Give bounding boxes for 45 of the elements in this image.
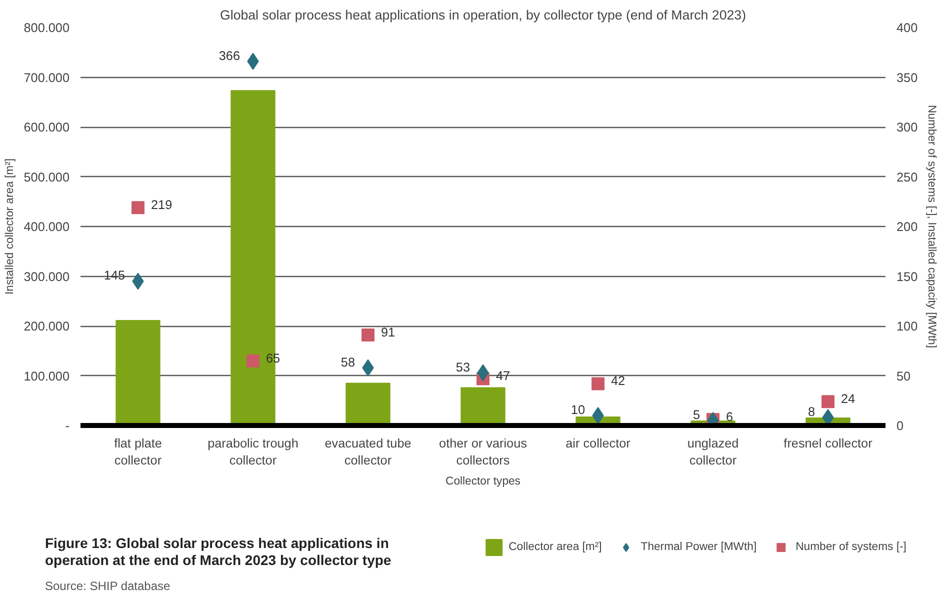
y-tick-label: 600.000 [24,120,70,134]
y2-tick-label: 0 [896,419,904,433]
data-label: 10 [570,403,585,418]
x-tick-label: other or various collectors [439,436,527,468]
data-label: 6 [726,410,734,424]
data-label: 24 [841,392,856,406]
y2-tick-label: 300 [896,120,918,134]
data-label: 8 [808,405,816,420]
y-tick-label: 500.000 [24,170,70,184]
y2-tick-label: 150 [896,270,918,284]
x-tick-label: evacuated tube collector [324,436,412,468]
y2-axis-title: Number of systems [-], Installed capacity [MWth] [926,105,938,348]
x-tick-label: air collector [566,436,630,450]
x-tick-label: unglazed collector [687,436,739,468]
x-tick-label: parabolic trough collector [208,436,298,468]
data-label: 53 [456,360,470,374]
y2-tick-label: 400 [896,21,918,35]
data-label: 219 [151,198,172,212]
y-tick-label: 300.000 [24,270,70,284]
legend-label: Number of systems [-] [796,541,906,553]
data-label: 91 [381,325,396,340]
y2-tick-label: 250 [896,170,918,184]
y-axis-title: Installed collector area [m²] [4,158,16,294]
x-axis-title: Collector types [446,475,521,488]
y2-tick-label: 350 [896,70,918,85]
data-label: 366 [218,48,240,63]
data-label: 58 [340,355,355,370]
data-label: 42 [611,374,626,388]
legend-label: Thermal Power [MWth] [640,541,757,553]
data-label: 5 [692,408,700,422]
y-tick-label: 200.000 [24,320,70,334]
y-tick-label: 400.000 [24,220,70,234]
source-note: Source: SHIP database [45,578,170,593]
y2-tick-label: 50 [896,369,911,384]
y-tick-label: 800.000 [24,21,70,35]
legend-label: Collector area [m²] [508,541,602,553]
y-tick-label: 100.000 [24,369,70,384]
y-tick-label: 700.000 [24,70,70,85]
x-tick-label: flat plate collector [114,436,162,468]
x-tick-label: fresnel collector [784,436,872,450]
y-tick-label: - [65,419,70,433]
chart-title: Global solar process heat applications in operation, by collector type (end of March 2023) [220,8,746,22]
y2-tick-label: 200 [896,220,918,234]
y2-tick-label: 100 [896,320,918,334]
caption: Figure 13: Global solar process heat applications in operation at the end of March 2023 by collector type [45,535,392,569]
